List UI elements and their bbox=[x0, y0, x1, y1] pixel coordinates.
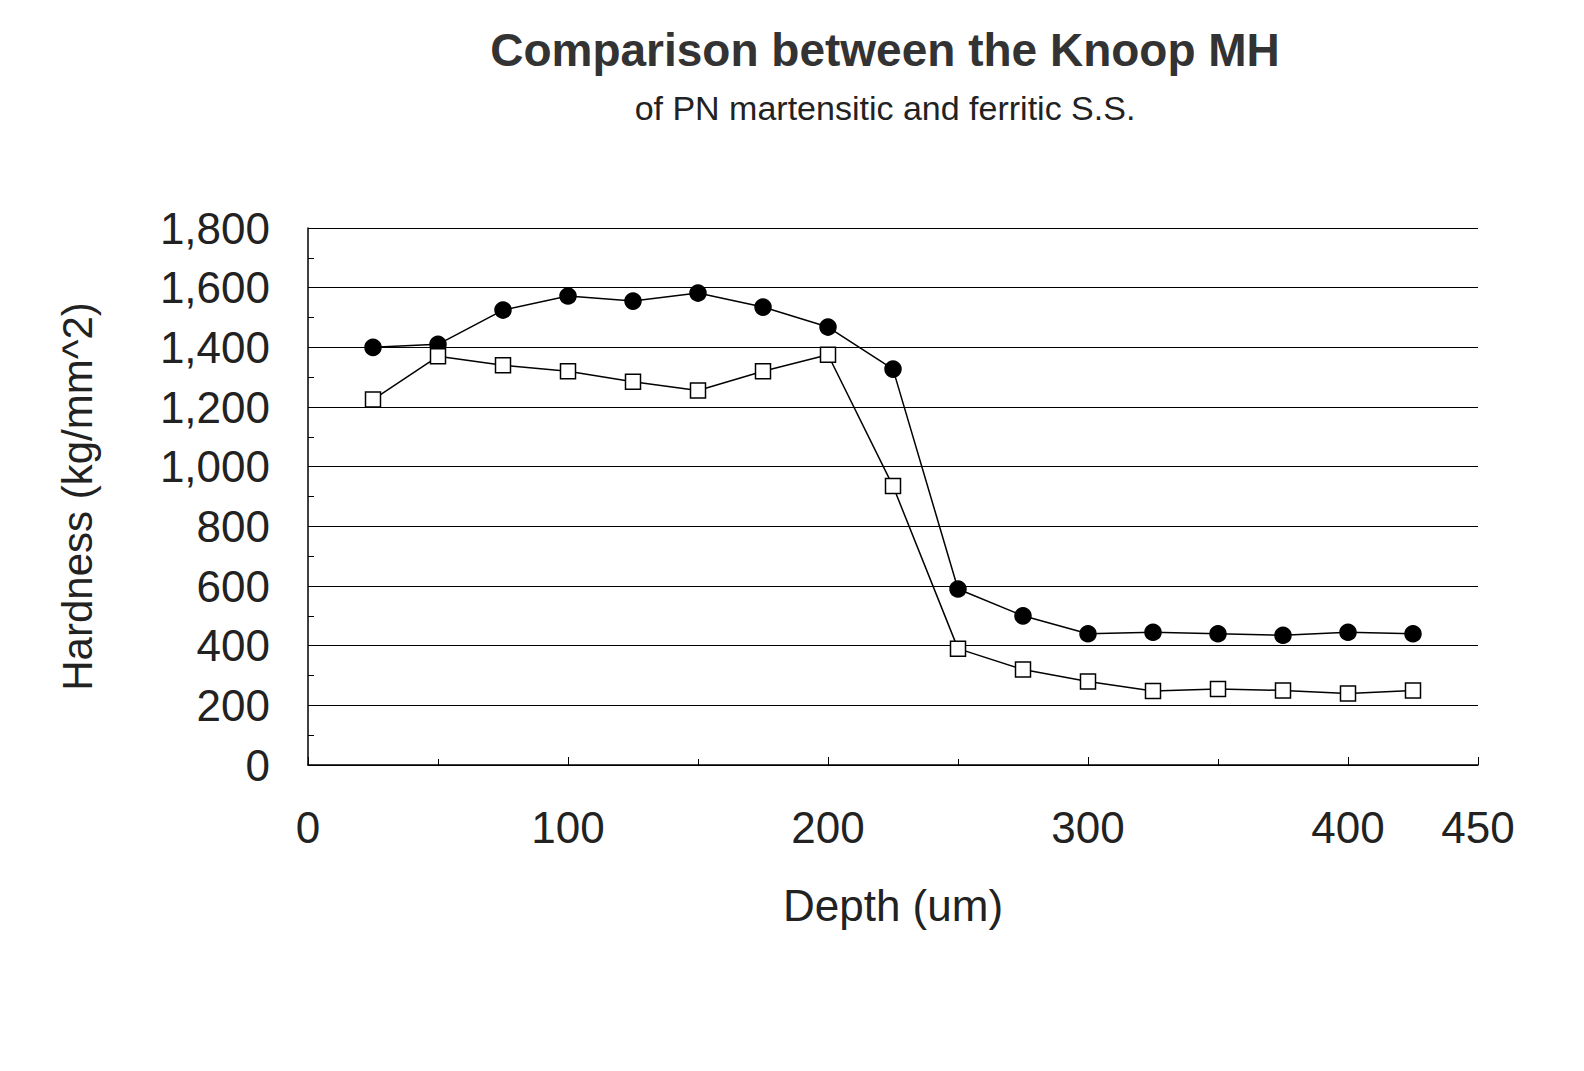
svg-text:Comparison between the Knoop M: Comparison between the Knoop MH bbox=[490, 24, 1280, 76]
svg-text:1,800: 1,800 bbox=[160, 204, 270, 253]
svg-text:1,200: 1,200 bbox=[160, 383, 270, 432]
svg-text:1,600: 1,600 bbox=[160, 263, 270, 312]
svg-text:400: 400 bbox=[1311, 803, 1384, 852]
svg-text:300: 300 bbox=[1051, 803, 1124, 852]
svg-text:of PN martensitic and ferritic: of PN martensitic and ferritic S.S. bbox=[635, 89, 1136, 127]
svg-text:Depth (um): Depth (um) bbox=[783, 881, 1003, 930]
svg-text:600: 600 bbox=[197, 562, 270, 611]
svg-text:0: 0 bbox=[246, 741, 270, 790]
svg-text:1,000: 1,000 bbox=[160, 442, 270, 491]
svg-text:800: 800 bbox=[197, 502, 270, 551]
svg-text:200: 200 bbox=[197, 681, 270, 730]
svg-text:200: 200 bbox=[791, 803, 864, 852]
svg-text:400: 400 bbox=[197, 621, 270, 670]
svg-text:450: 450 bbox=[1441, 803, 1514, 852]
svg-text:0: 0 bbox=[296, 803, 320, 852]
svg-text:1,400: 1,400 bbox=[160, 323, 270, 372]
svg-text:Hardness (kg/mm^2): Hardness (kg/mm^2) bbox=[54, 302, 101, 690]
svg-text:100: 100 bbox=[531, 803, 604, 852]
